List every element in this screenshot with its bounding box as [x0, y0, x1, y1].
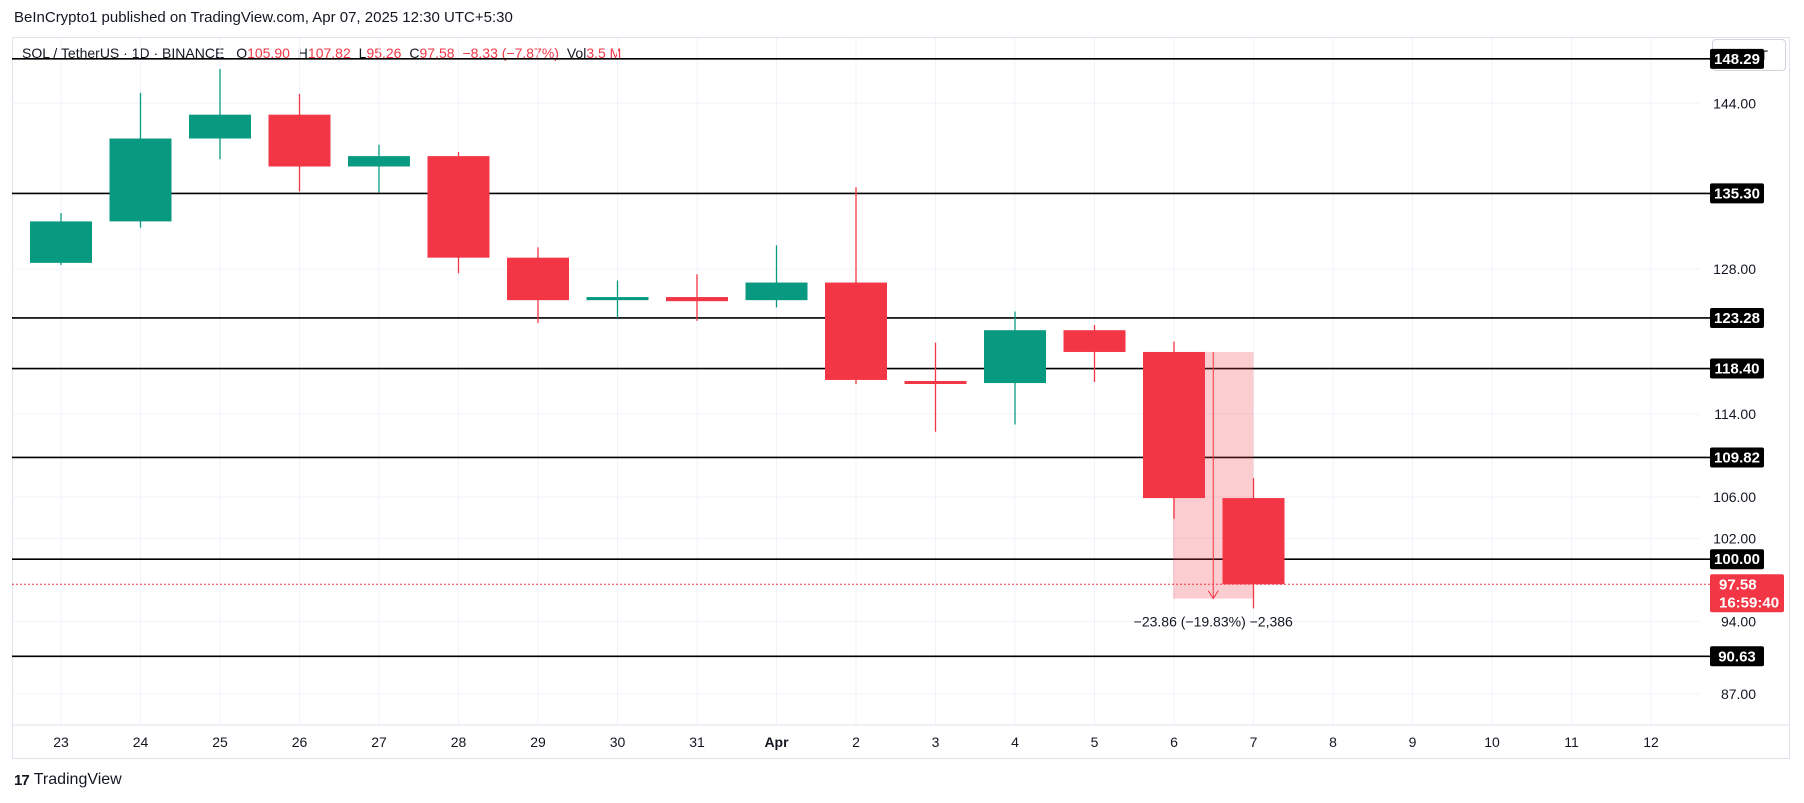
level-price-label: 118.40 [1714, 361, 1759, 378]
x-tick-label: 8 [1329, 734, 1337, 750]
change-value: −8.33 (−7.87%) [462, 45, 559, 61]
open-value: 105.90 [247, 45, 290, 61]
candle-body [904, 380, 967, 384]
chart-pane[interactable] [12, 37, 1790, 759]
level-price-badge [1710, 549, 1764, 570]
candle-body [1222, 498, 1285, 585]
current-price-label: 97.58 [1719, 576, 1757, 593]
candle-body [586, 297, 649, 301]
level-price-badge [1710, 358, 1764, 379]
volume-label: Vol [566, 45, 587, 61]
candle-body [348, 156, 410, 167]
candle-body [984, 330, 1046, 384]
y-tick-label: 128.00 [1713, 261, 1756, 277]
tradingview-logo-icon: 17 [14, 771, 30, 789]
candle-body [189, 114, 251, 139]
x-tick-label: 31 [689, 734, 705, 750]
close-value: 97.58 [419, 45, 455, 61]
level-price-label: 148.29 [1714, 51, 1760, 68]
x-tick-label: 25 [212, 734, 228, 750]
candle-body [1143, 351, 1205, 499]
publisher-line: BeInCrypto1 published on TradingView.com… [14, 9, 513, 26]
y-tick-label: 87.00 [1721, 686, 1756, 702]
x-tick-label: 29 [530, 734, 546, 750]
x-tick-label: 10 [1484, 734, 1500, 750]
x-tick-label: 4 [1011, 734, 1019, 750]
symbol-name[interactable]: SOL / TetherUS · 1D · BINANCE [22, 45, 225, 61]
low-value: 95.26 [366, 45, 402, 61]
level-price-label: 135.30 [1714, 185, 1760, 202]
level-price-badge [1710, 183, 1764, 204]
x-tick-label: 27 [371, 734, 387, 750]
current-price-badge [1710, 574, 1784, 613]
high-label: H [297, 45, 308, 61]
x-tick-label: 7 [1250, 734, 1258, 750]
tradingview-logo[interactable]: 17 TradingView [14, 771, 122, 789]
countdown-label: 16:59:40 [1719, 594, 1779, 611]
candle-body [30, 221, 92, 263]
y-tick-label: 102.00 [1713, 530, 1756, 546]
level-price-badge [1710, 48, 1764, 69]
candle-body [825, 282, 887, 380]
y-tick-label: 144.00 [1713, 95, 1756, 111]
y-tick-label: 114.00 [1714, 406, 1756, 422]
x-tick-label: 11 [1564, 734, 1579, 750]
level-price-label: 90.63 [1718, 648, 1756, 665]
candle-body [745, 282, 808, 301]
low-label: L [358, 45, 367, 61]
candle-body [109, 138, 172, 222]
level-price-label: 109.82 [1714, 449, 1760, 466]
x-tick-label: 23 [53, 734, 69, 750]
y-tick-label: 94.00 [1721, 613, 1756, 629]
level-price-badge [1710, 646, 1764, 667]
symbol-info: SOL / TetherUS · 1D · BINANCE O105.90 H1… [22, 45, 621, 61]
candle-body [666, 297, 728, 302]
candle-body [268, 114, 331, 167]
x-tick-label: 28 [451, 734, 467, 750]
level-price-label: 123.28 [1714, 310, 1760, 327]
x-tick-label: 9 [1409, 734, 1417, 750]
level-price-label: 100.00 [1714, 551, 1760, 568]
candle-body [427, 156, 490, 258]
y-tick-label: 106.00 [1713, 489, 1756, 505]
open-label: O [236, 45, 248, 61]
level-price-badge [1710, 307, 1764, 328]
level-price-badge [1710, 447, 1764, 468]
x-tick-label: 24 [133, 734, 149, 750]
x-tick-label: 6 [1170, 734, 1178, 750]
close-label: C [409, 45, 420, 61]
x-tick-label: Apr [764, 734, 789, 750]
x-tick-label: 26 [292, 734, 308, 750]
tradingview-logo-text: TradingView [33, 771, 122, 788]
high-value: 107.82 [307, 45, 351, 61]
candle-body [507, 257, 569, 301]
x-tick-label: 2 [852, 734, 860, 750]
x-tick-label: 30 [610, 734, 626, 750]
x-tick-label: 5 [1091, 734, 1099, 750]
volume-value: 3.5 M [586, 45, 622, 61]
x-tick-label: 3 [932, 734, 940, 750]
candle-body [1063, 330, 1126, 352]
measure-label: −23.86 (−19.83%) −2,386 [1134, 614, 1293, 630]
x-tick-label: 12 [1643, 734, 1659, 750]
measure-arrow-head [1207, 590, 1219, 600]
